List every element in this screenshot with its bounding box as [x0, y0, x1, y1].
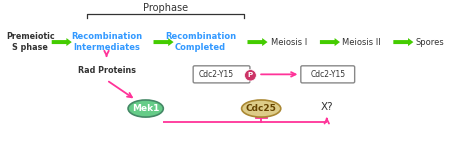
Text: Cdc25: Cdc25	[246, 104, 277, 113]
Text: Prophase: Prophase	[143, 3, 188, 13]
Text: Cdc2-Y15: Cdc2-Y15	[310, 70, 345, 79]
FancyArrow shape	[52, 38, 72, 46]
Text: Meiosis I: Meiosis I	[272, 38, 308, 47]
Text: P: P	[248, 72, 253, 78]
Text: Cdc2-Y15: Cdc2-Y15	[199, 70, 234, 79]
Ellipse shape	[128, 100, 164, 117]
FancyBboxPatch shape	[301, 66, 355, 83]
Text: Rad Proteins: Rad Proteins	[78, 66, 136, 75]
FancyArrow shape	[247, 38, 267, 46]
Text: Mek1: Mek1	[132, 104, 159, 113]
Text: Recombination
Completed: Recombination Completed	[165, 32, 236, 52]
Text: X?: X?	[320, 102, 333, 112]
FancyArrow shape	[154, 38, 173, 46]
Ellipse shape	[242, 100, 281, 117]
Text: Premeiotic
S phase: Premeiotic S phase	[6, 32, 55, 52]
FancyBboxPatch shape	[193, 66, 250, 83]
Text: Recombination
Intermediates: Recombination Intermediates	[71, 32, 142, 52]
Circle shape	[245, 70, 256, 81]
FancyArrow shape	[320, 38, 340, 46]
FancyArrow shape	[393, 38, 413, 46]
Text: Meiosis II: Meiosis II	[342, 38, 381, 47]
Text: Spores: Spores	[415, 38, 444, 47]
